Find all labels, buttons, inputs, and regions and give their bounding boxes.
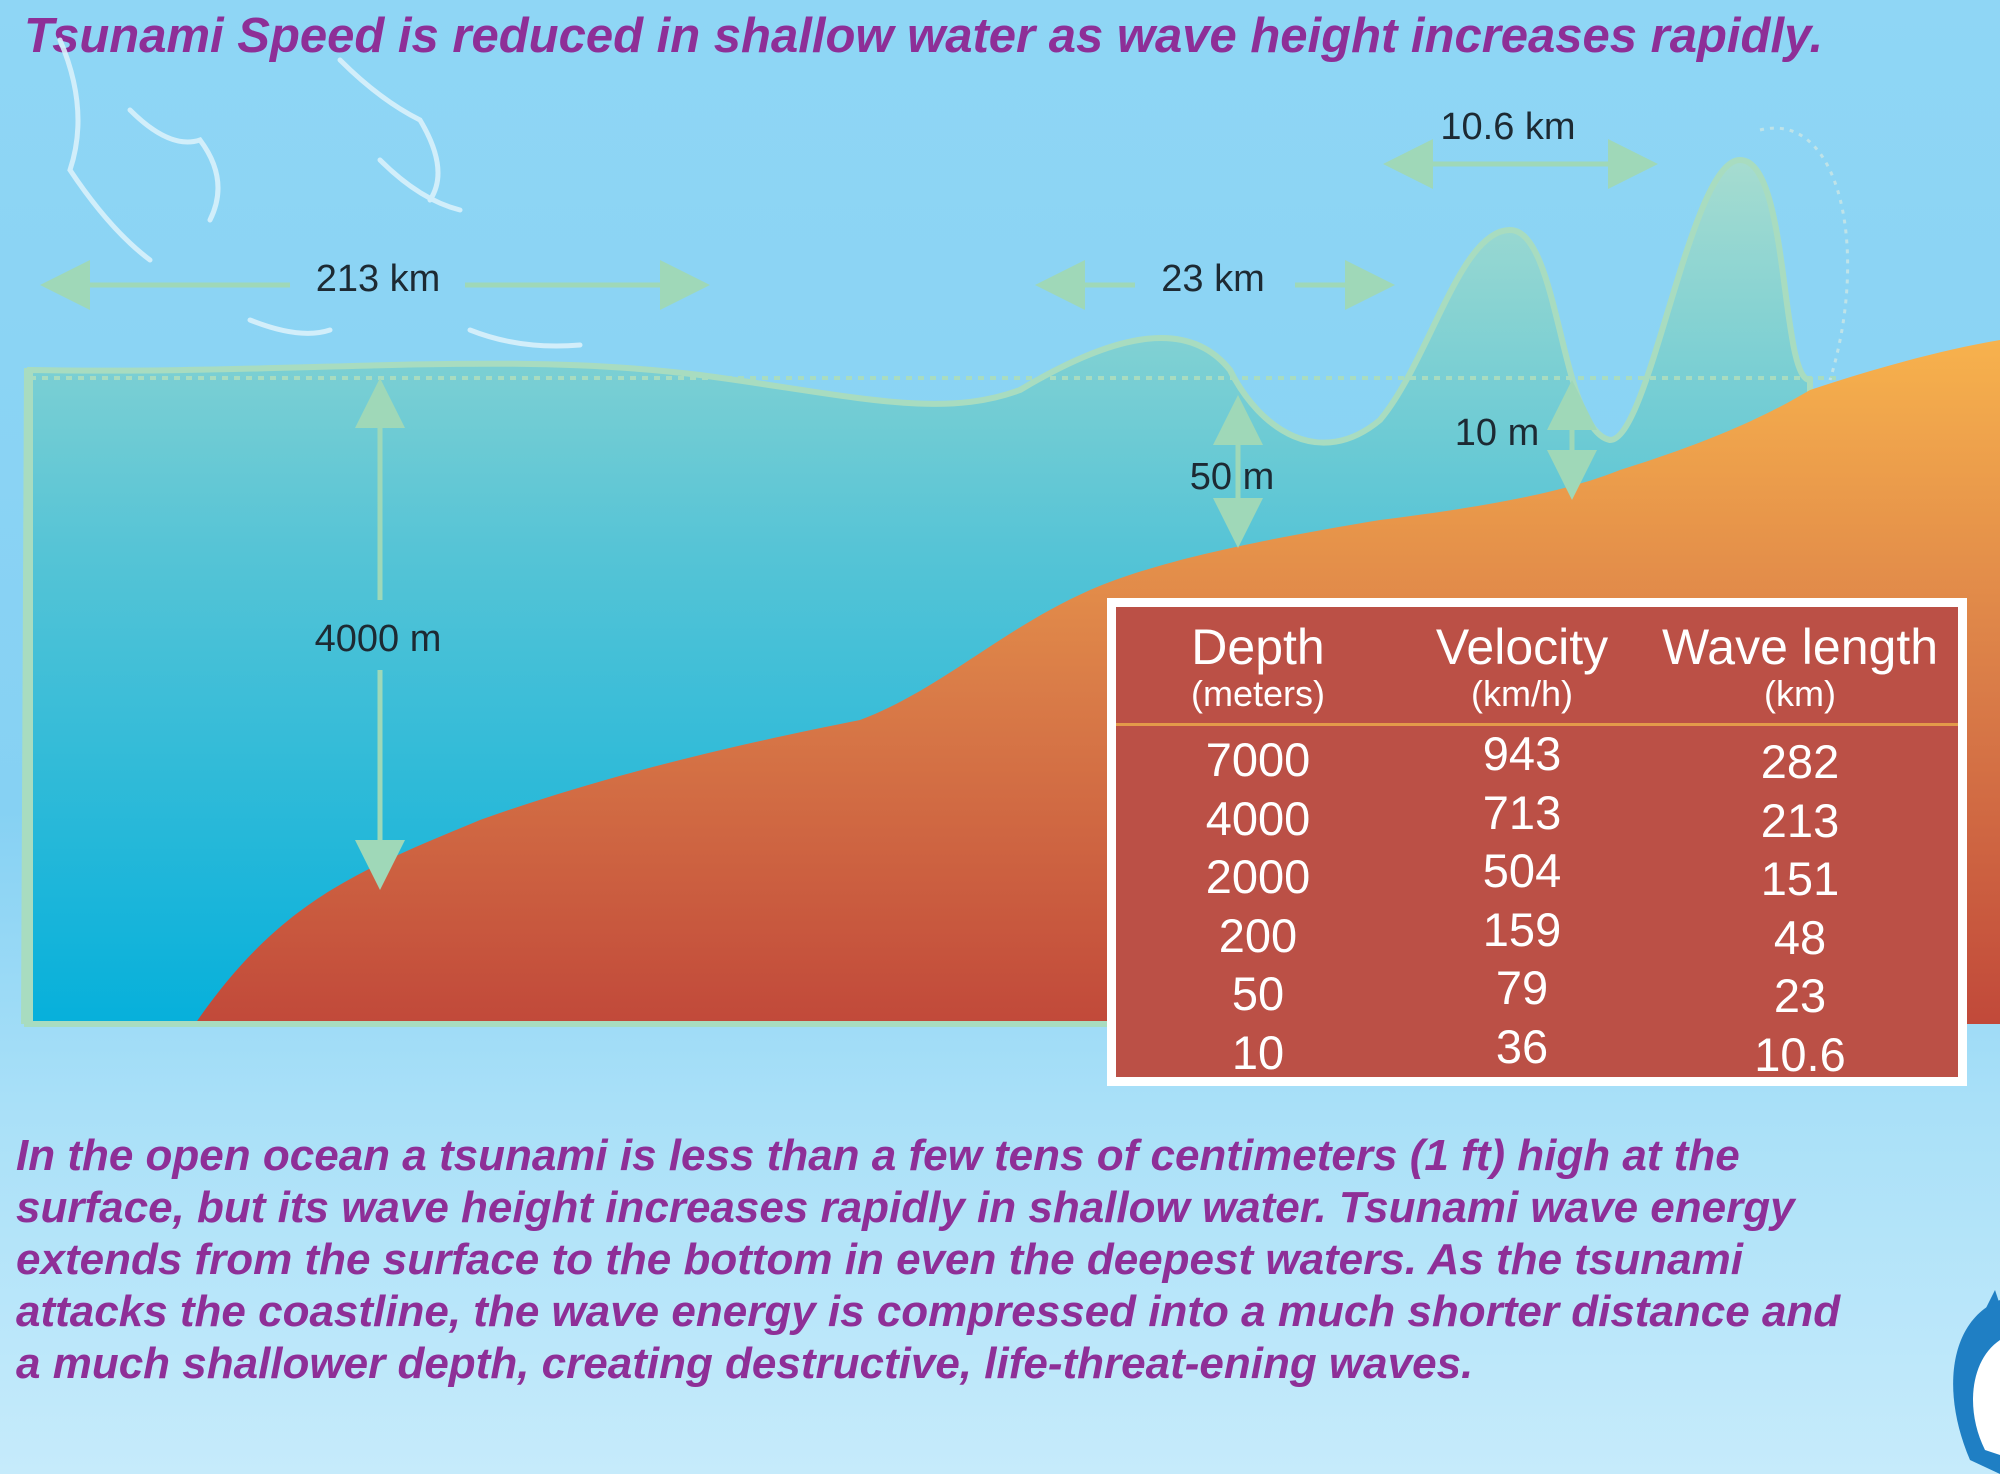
label-23km: 23 km: [1161, 258, 1265, 300]
table-cell: 10: [1231, 1025, 1285, 1079]
table-cell: 200: [1218, 908, 1298, 962]
table-cell: 23: [1773, 969, 1827, 1022]
table-cell: 7000: [1205, 733, 1311, 786]
header-velocity: Velocity (km/h): [1435, 619, 1609, 714]
wave-logo-icon: [1953, 1290, 2000, 1474]
diagram-title: Tsunami Speed is reduced in shallow wate…: [24, 9, 1824, 63]
label-213km: 213 km: [315, 258, 441, 300]
table-cell: 79: [1495, 961, 1549, 1014]
left-edge: [21, 367, 30, 1025]
table-cell: 713: [1482, 785, 1562, 839]
table-cell: 159: [1482, 902, 1562, 956]
table-cell: 282: [1760, 735, 1840, 788]
label-10m: 10 m: [1454, 412, 1540, 454]
table-cell: 50: [1231, 967, 1285, 1020]
header-wave-length: Wave length (km): [1661, 619, 1939, 714]
table-cell: 2000: [1205, 850, 1311, 903]
table-cell: 151: [1760, 852, 1840, 905]
table-cell: 48: [1773, 910, 1827, 964]
header-depth: Depth (meters): [1191, 619, 1325, 714]
column-wave-length: 282 213 151 48 23 10.6: [1754, 733, 1845, 1084]
island-outlines: [57, 37, 583, 349]
depth-arrows: [355, 378, 1597, 890]
column-depth: 7000 4000 2000 200 50 10: [1206, 731, 1311, 1082]
label-10-6km: 10.6 km: [1440, 106, 1576, 148]
table-cell: 10.6: [1754, 1027, 1846, 1081]
table-header-rule: [1116, 723, 1958, 726]
table-cell: 213: [1760, 793, 1840, 847]
table-cell: 504: [1482, 844, 1562, 897]
wavelength-arrows: [40, 139, 1658, 310]
depth-velocity-table: Depth (meters) Velocity (km/h) Wave leng…: [1107, 598, 1967, 1086]
column-velocity: 943 713 504 159 79 36: [1483, 725, 1561, 1076]
table-cell: 36: [1495, 1019, 1549, 1073]
description-paragraph: In the open ocean a tsunami is less than…: [16, 1131, 1841, 1388]
table-cell: 4000: [1205, 791, 1311, 845]
table-cell: 943: [1482, 727, 1562, 780]
label-4000m: 4000 m: [314, 618, 442, 660]
label-50m: 50 m: [1189, 456, 1275, 498]
